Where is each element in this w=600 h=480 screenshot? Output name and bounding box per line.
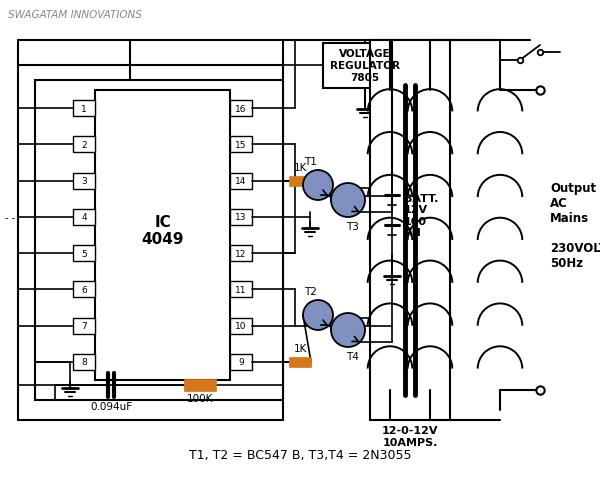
Bar xyxy=(184,379,216,391)
Text: 6: 6 xyxy=(81,285,87,294)
Bar xyxy=(230,282,252,298)
Text: 10: 10 xyxy=(235,322,247,330)
Text: 1: 1 xyxy=(81,105,87,113)
Text: T2: T2 xyxy=(304,287,316,296)
Bar xyxy=(230,209,252,226)
Text: SWAGATAM INNOVATIONS: SWAGATAM INNOVATIONS xyxy=(8,10,142,20)
Text: T1, T2 = BC547 B, T3,T4 = 2N3055: T1, T2 = BC547 B, T3,T4 = 2N3055 xyxy=(189,449,411,462)
Text: 100K: 100K xyxy=(187,393,213,403)
Bar xyxy=(230,246,252,262)
Text: VOLTAGE
REGULATOR
7805: VOLTAGE REGULATOR 7805 xyxy=(330,49,400,83)
Circle shape xyxy=(331,313,365,347)
Bar xyxy=(230,318,252,334)
Text: 2: 2 xyxy=(81,141,87,150)
Text: 1K: 1K xyxy=(293,162,307,172)
Text: 8: 8 xyxy=(81,358,87,367)
Bar xyxy=(289,176,311,186)
Text: 14: 14 xyxy=(235,177,247,186)
Text: T3: T3 xyxy=(346,222,358,231)
Bar xyxy=(370,41,450,420)
Text: 1K: 1K xyxy=(293,343,307,353)
Bar xyxy=(230,137,252,153)
Bar xyxy=(230,173,252,189)
Text: BATT.
12V
100
AH: BATT. 12V 100 AH xyxy=(404,193,439,238)
Bar xyxy=(230,101,252,117)
Text: 12-0-12V
10AMPS.: 12-0-12V 10AMPS. xyxy=(382,425,438,447)
Bar xyxy=(73,318,95,334)
Circle shape xyxy=(303,300,333,330)
Text: T4: T4 xyxy=(346,351,358,361)
Text: Output
AC
Mains

230VOLTS
50Hz: Output AC Mains 230VOLTS 50Hz xyxy=(550,181,600,269)
Text: 4: 4 xyxy=(81,213,87,222)
Bar xyxy=(35,81,283,400)
Text: 11: 11 xyxy=(235,285,247,294)
Bar xyxy=(323,43,407,88)
Circle shape xyxy=(303,171,333,201)
Text: - -: - - xyxy=(5,213,15,222)
Text: 3: 3 xyxy=(81,177,87,186)
Text: 7: 7 xyxy=(81,322,87,330)
Bar xyxy=(73,173,95,189)
Text: 0.094uF: 0.094uF xyxy=(90,401,132,411)
Bar xyxy=(18,66,283,420)
Text: 12: 12 xyxy=(235,249,247,258)
Text: T1: T1 xyxy=(304,156,316,167)
Text: 9: 9 xyxy=(238,358,244,367)
Text: 5: 5 xyxy=(81,249,87,258)
Circle shape xyxy=(331,184,365,217)
Bar xyxy=(73,209,95,226)
Bar xyxy=(73,354,95,370)
Text: 13: 13 xyxy=(235,213,247,222)
Text: 15: 15 xyxy=(235,141,247,150)
Bar xyxy=(73,282,95,298)
Bar xyxy=(95,91,230,380)
Bar xyxy=(289,357,311,367)
Bar xyxy=(73,101,95,117)
Bar xyxy=(73,246,95,262)
Text: IC
4049: IC 4049 xyxy=(141,215,184,247)
Bar xyxy=(73,137,95,153)
Bar xyxy=(230,354,252,370)
Text: 16: 16 xyxy=(235,105,247,113)
